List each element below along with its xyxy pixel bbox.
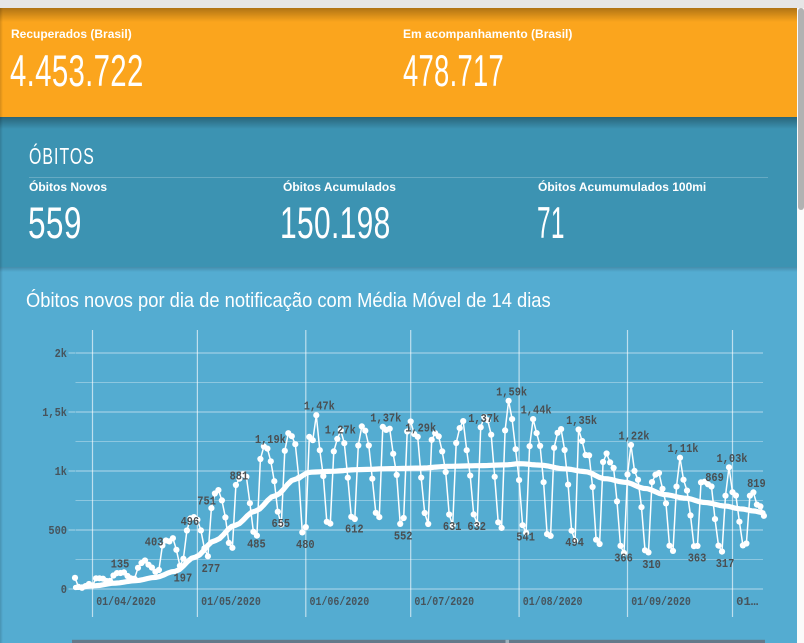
svg-text:480: 480 bbox=[296, 539, 315, 552]
svg-text:0: 0 bbox=[61, 584, 67, 597]
svg-text:1,22k: 1,22k bbox=[619, 431, 650, 444]
svg-text:1,44k: 1,44k bbox=[521, 405, 552, 418]
svg-text:552: 552 bbox=[394, 530, 413, 543]
svg-text:1,35k: 1,35k bbox=[566, 415, 597, 428]
svg-text:494: 494 bbox=[565, 537, 584, 550]
svg-text:1,59k: 1,59k bbox=[496, 386, 527, 399]
svg-text:01/07/2020: 01/07/2020 bbox=[414, 596, 474, 609]
svg-text:01/06/2020: 01/06/2020 bbox=[310, 596, 370, 609]
svg-text:1k: 1k bbox=[55, 466, 67, 479]
svg-text:01/05/2020: 01/05/2020 bbox=[201, 596, 261, 609]
svg-text:500: 500 bbox=[48, 525, 67, 538]
svg-text:366: 366 bbox=[614, 552, 633, 565]
svg-text:310: 310 bbox=[642, 559, 661, 572]
svg-text:632: 632 bbox=[467, 521, 486, 534]
svg-text:819: 819 bbox=[747, 478, 766, 491]
svg-text:655: 655 bbox=[272, 518, 291, 531]
svg-text:1,37k: 1,37k bbox=[468, 413, 499, 426]
svg-text:869: 869 bbox=[705, 472, 724, 485]
svg-text:01/08/2020: 01/08/2020 bbox=[523, 596, 583, 609]
svg-text:541: 541 bbox=[516, 532, 535, 545]
svg-text:485: 485 bbox=[247, 538, 266, 551]
svg-text:2k: 2k bbox=[55, 348, 67, 361]
svg-text:1,11k: 1,11k bbox=[668, 443, 699, 456]
svg-text:1,37k: 1,37k bbox=[370, 412, 401, 425]
svg-text:612: 612 bbox=[345, 523, 364, 536]
svg-text:197: 197 bbox=[174, 572, 193, 585]
svg-text:631: 631 bbox=[443, 521, 462, 534]
svg-text:1,29k: 1,29k bbox=[405, 422, 436, 435]
svg-text:1,03k: 1,03k bbox=[717, 453, 748, 466]
svg-text:01/09/2020: 01/09/2020 bbox=[631, 596, 691, 609]
svg-text:403: 403 bbox=[145, 536, 164, 549]
svg-text:1,47k: 1,47k bbox=[304, 401, 335, 414]
svg-text:363: 363 bbox=[688, 553, 707, 566]
svg-text:277: 277 bbox=[202, 563, 221, 576]
svg-text:751: 751 bbox=[197, 495, 216, 508]
svg-text:881: 881 bbox=[230, 471, 249, 484]
svg-text:496: 496 bbox=[181, 516, 200, 529]
svg-text:1,19k: 1,19k bbox=[255, 434, 286, 447]
svg-text:1,5k: 1,5k bbox=[42, 407, 67, 420]
svg-text:01…: 01… bbox=[736, 596, 758, 609]
svg-text:135: 135 bbox=[111, 559, 130, 572]
svg-text:1,27k: 1,27k bbox=[325, 424, 356, 437]
svg-text:01/04/2020: 01/04/2020 bbox=[96, 596, 156, 609]
svg-text:317: 317 bbox=[716, 558, 735, 571]
